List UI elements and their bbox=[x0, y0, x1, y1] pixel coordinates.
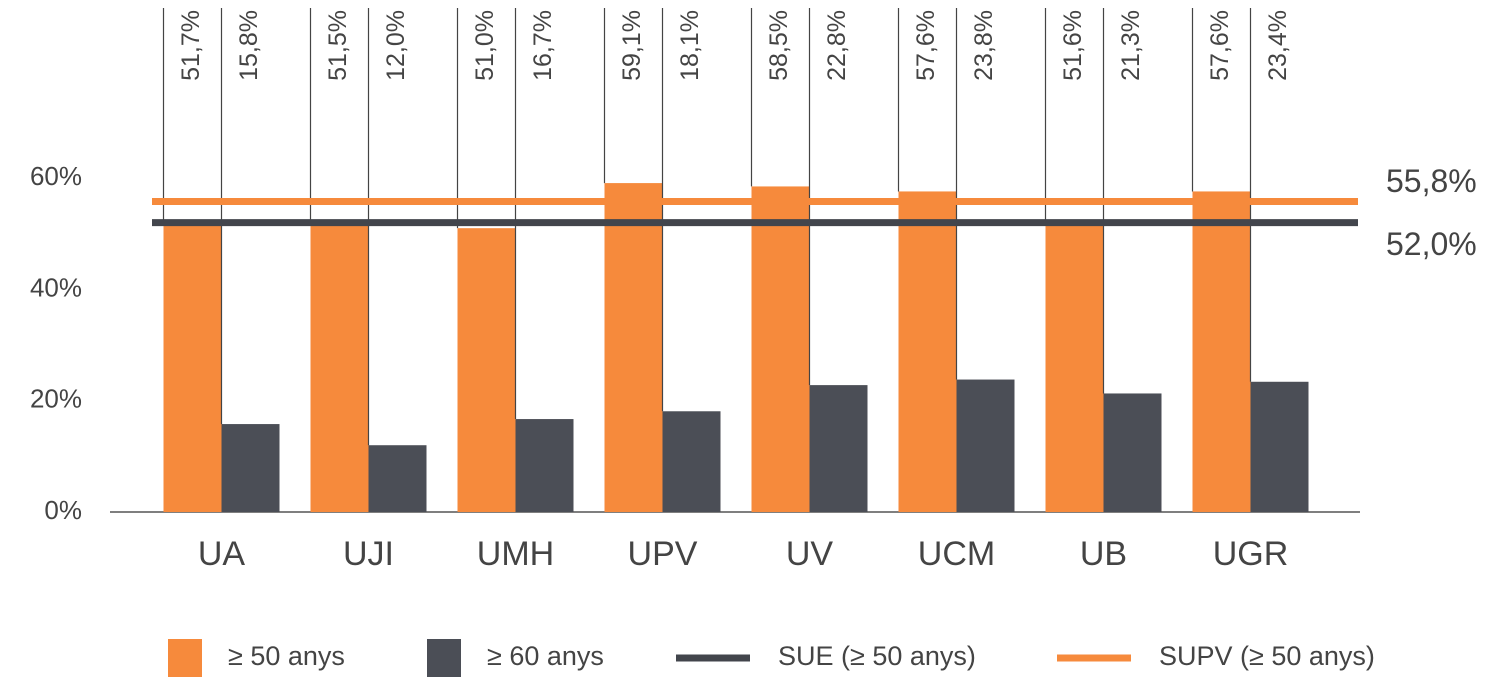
x-tick-label: UA bbox=[198, 535, 246, 573]
value-label: 15,8% bbox=[235, 10, 263, 81]
bar bbox=[1250, 381, 1309, 512]
x-tick-label: UCM bbox=[918, 535, 995, 573]
bar bbox=[368, 445, 427, 512]
y-tick-label: 20% bbox=[30, 384, 82, 414]
value-label: 59,1% bbox=[618, 10, 646, 81]
value-label: 51,7% bbox=[177, 10, 205, 81]
bar bbox=[956, 379, 1015, 512]
value-label: 57,6% bbox=[912, 10, 940, 81]
bar bbox=[662, 411, 721, 512]
y-tick-label: 40% bbox=[30, 272, 82, 302]
bar bbox=[809, 385, 868, 512]
x-tick-label: UGR bbox=[1213, 535, 1289, 573]
value-label: 16,7% bbox=[529, 10, 557, 81]
value-label: 57,6% bbox=[1206, 10, 1234, 81]
bar bbox=[751, 186, 810, 512]
value-label: 12,0% bbox=[382, 10, 410, 81]
bar bbox=[457, 228, 516, 512]
bar bbox=[1045, 224, 1104, 512]
x-tick-label: UMH bbox=[477, 535, 554, 573]
x-tick-label: UPV bbox=[628, 535, 698, 573]
legend-label: SUPV (≥ 50 anys) bbox=[1159, 641, 1375, 671]
bar bbox=[898, 191, 957, 512]
reference-label: 52,0% bbox=[1386, 226, 1477, 262]
value-label: 58,5% bbox=[765, 10, 793, 81]
value-label: 51,5% bbox=[324, 10, 352, 81]
bar bbox=[221, 424, 280, 512]
value-label: 23,4% bbox=[1264, 10, 1292, 81]
value-label: 22,8% bbox=[823, 10, 851, 81]
legend-swatch bbox=[168, 639, 202, 677]
bar bbox=[1103, 393, 1162, 512]
value-label: 23,8% bbox=[970, 10, 998, 81]
bar bbox=[604, 183, 663, 513]
value-label: 51,0% bbox=[471, 10, 499, 81]
y-tick-label: 0% bbox=[44, 495, 82, 525]
legend-label: ≥ 60 anys bbox=[487, 641, 604, 671]
value-label: 21,3% bbox=[1117, 10, 1145, 81]
bar bbox=[1192, 191, 1251, 512]
bar bbox=[515, 419, 574, 512]
bar bbox=[310, 225, 369, 513]
legend-label: SUE (≥ 50 anys) bbox=[778, 641, 976, 671]
y-tick-label: 60% bbox=[30, 161, 82, 191]
reference-label: 55,8% bbox=[1386, 163, 1477, 199]
x-tick-label: UV bbox=[786, 535, 834, 573]
x-tick-label: UJI bbox=[343, 535, 394, 573]
value-label: 18,1% bbox=[676, 10, 704, 81]
value-label: 51,6% bbox=[1059, 10, 1087, 81]
legend-swatch bbox=[427, 639, 461, 677]
x-tick-label: UB bbox=[1080, 535, 1127, 573]
legend-label: ≥ 50 anys bbox=[228, 641, 345, 671]
bar bbox=[163, 224, 222, 512]
